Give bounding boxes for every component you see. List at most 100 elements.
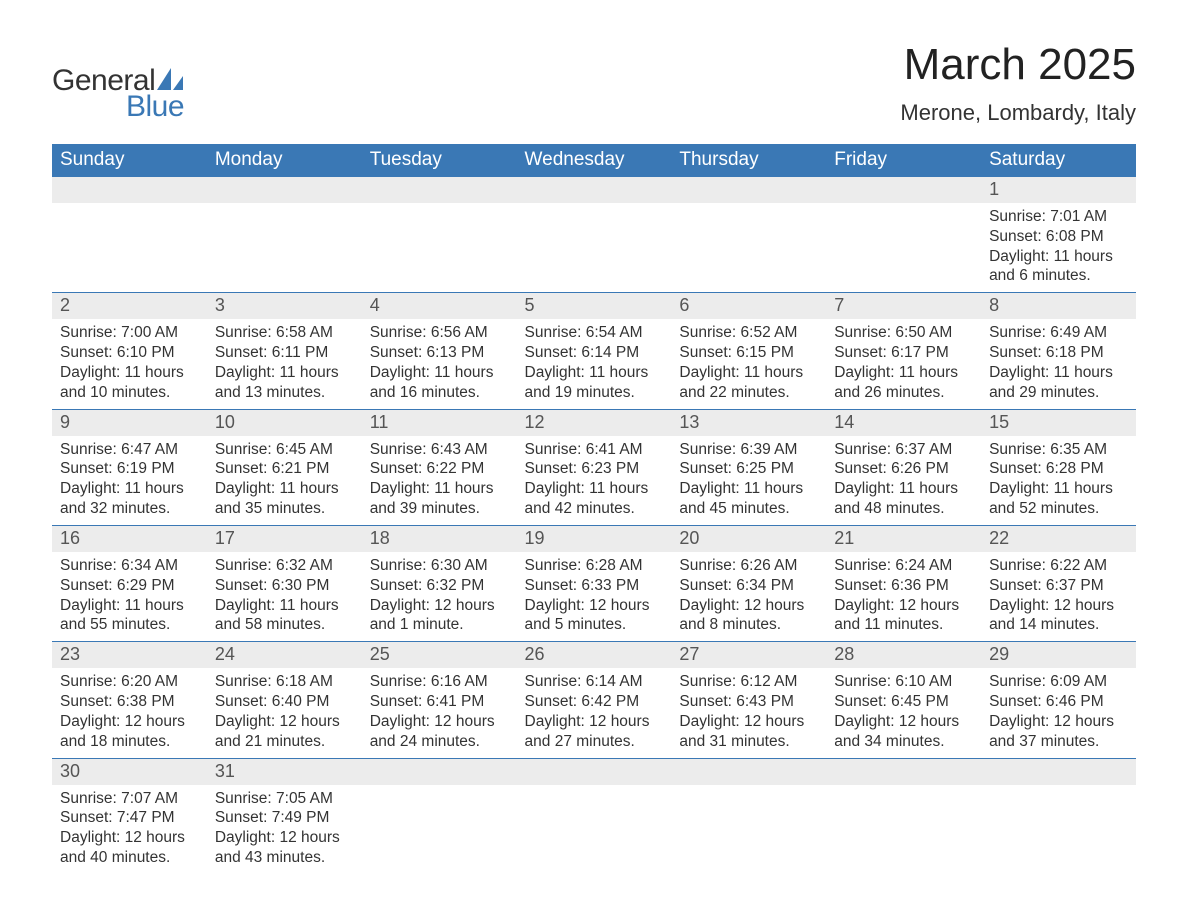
calendar-cell: 14Sunrise: 6:37 AMSunset: 6:26 PMDayligh… — [826, 409, 981, 525]
sunset-line: Sunset: 6:08 PM — [989, 227, 1128, 247]
calendar-cell — [981, 758, 1136, 874]
daylight-line: Daylight: 12 hours and 11 minutes. — [834, 596, 973, 636]
sunset-line: Sunset: 6:40 PM — [215, 692, 354, 712]
calendar-cell: 15Sunrise: 6:35 AMSunset: 6:28 PMDayligh… — [981, 409, 1136, 525]
calendar-cell: 16Sunrise: 6:34 AMSunset: 6:29 PMDayligh… — [52, 525, 207, 641]
sunrise-line: Sunrise: 6:12 AM — [679, 672, 818, 692]
calendar-cell: 6Sunrise: 6:52 AMSunset: 6:15 PMDaylight… — [671, 293, 826, 409]
calendar-cell: 11Sunrise: 6:43 AMSunset: 6:22 PMDayligh… — [362, 409, 517, 525]
sunrise-line: Sunrise: 6:34 AM — [60, 556, 199, 576]
day-number: 3 — [207, 293, 362, 319]
title-block: March 2025 Merone, Lombardy, Italy — [900, 40, 1136, 126]
day-number: 20 — [671, 526, 826, 552]
daylight-line: Daylight: 11 hours and 45 minutes. — [679, 479, 818, 519]
daylight-line: Daylight: 12 hours and 1 minute. — [370, 596, 509, 636]
day-details: Sunrise: 6:09 AMSunset: 6:46 PMDaylight:… — [981, 668, 1136, 757]
day-details: Sunrise: 6:18 AMSunset: 6:40 PMDaylight:… — [207, 668, 362, 757]
sunset-line: Sunset: 6:17 PM — [834, 343, 973, 363]
calendar-cell: 26Sunrise: 6:14 AMSunset: 6:42 PMDayligh… — [517, 642, 672, 758]
daylight-line: Daylight: 12 hours and 5 minutes. — [525, 596, 664, 636]
daylight-line: Daylight: 12 hours and 18 minutes. — [60, 712, 199, 752]
daylight-line: Daylight: 12 hours and 40 minutes. — [60, 828, 199, 868]
daylight-line: Daylight: 11 hours and 6 minutes. — [989, 247, 1128, 287]
calendar-cell: 13Sunrise: 6:39 AMSunset: 6:25 PMDayligh… — [671, 409, 826, 525]
calendar-cell — [517, 758, 672, 874]
day-number — [671, 759, 826, 785]
day-details — [517, 785, 672, 795]
sunset-line: Sunset: 6:36 PM — [834, 576, 973, 596]
daylight-line: Daylight: 11 hours and 13 minutes. — [215, 363, 354, 403]
day-header: Friday — [826, 144, 981, 177]
calendar-cell: 8Sunrise: 6:49 AMSunset: 6:18 PMDaylight… — [981, 293, 1136, 409]
calendar-cell: 17Sunrise: 6:32 AMSunset: 6:30 PMDayligh… — [207, 525, 362, 641]
daylight-line: Daylight: 12 hours and 34 minutes. — [834, 712, 973, 752]
day-number: 14 — [826, 410, 981, 436]
day-details: Sunrise: 6:49 AMSunset: 6:18 PMDaylight:… — [981, 319, 1136, 408]
day-details: Sunrise: 6:52 AMSunset: 6:15 PMDaylight:… — [671, 319, 826, 408]
sunrise-line: Sunrise: 6:43 AM — [370, 440, 509, 460]
sunrise-line: Sunrise: 6:10 AM — [834, 672, 973, 692]
daylight-line: Daylight: 11 hours and 58 minutes. — [215, 596, 354, 636]
day-header: Tuesday — [362, 144, 517, 177]
day-header: Sunday — [52, 144, 207, 177]
day-details: Sunrise: 6:41 AMSunset: 6:23 PMDaylight:… — [517, 436, 672, 525]
day-details — [52, 203, 207, 213]
sunset-line: Sunset: 6:13 PM — [370, 343, 509, 363]
day-number: 4 — [362, 293, 517, 319]
calendar-body: 1Sunrise: 7:01 AMSunset: 6:08 PMDaylight… — [52, 177, 1136, 874]
calendar-week: 1Sunrise: 7:01 AMSunset: 6:08 PMDaylight… — [52, 177, 1136, 293]
calendar-cell: 22Sunrise: 6:22 AMSunset: 6:37 PMDayligh… — [981, 525, 1136, 641]
day-number — [207, 177, 362, 203]
day-number: 27 — [671, 642, 826, 668]
sunrise-line: Sunrise: 6:47 AM — [60, 440, 199, 460]
day-number — [826, 759, 981, 785]
day-details: Sunrise: 6:56 AMSunset: 6:13 PMDaylight:… — [362, 319, 517, 408]
day-header: Monday — [207, 144, 362, 177]
day-number: 23 — [52, 642, 207, 668]
day-details: Sunrise: 6:54 AMSunset: 6:14 PMDaylight:… — [517, 319, 672, 408]
calendar-cell: 18Sunrise: 6:30 AMSunset: 6:32 PMDayligh… — [362, 525, 517, 641]
calendar-cell: 9Sunrise: 6:47 AMSunset: 6:19 PMDaylight… — [52, 409, 207, 525]
day-details: Sunrise: 6:24 AMSunset: 6:36 PMDaylight:… — [826, 552, 981, 641]
calendar-week: 30Sunrise: 7:07 AMSunset: 7:47 PMDayligh… — [52, 758, 1136, 874]
calendar-cell — [671, 758, 826, 874]
daylight-line: Daylight: 12 hours and 31 minutes. — [679, 712, 818, 752]
day-number: 31 — [207, 759, 362, 785]
daylight-line: Daylight: 11 hours and 55 minutes. — [60, 596, 199, 636]
day-number: 16 — [52, 526, 207, 552]
sunset-line: Sunset: 6:22 PM — [370, 459, 509, 479]
day-details — [826, 203, 981, 213]
day-number — [517, 177, 672, 203]
sunrise-line: Sunrise: 7:05 AM — [215, 789, 354, 809]
daylight-line: Daylight: 11 hours and 35 minutes. — [215, 479, 354, 519]
calendar-week: 2Sunrise: 7:00 AMSunset: 6:10 PMDaylight… — [52, 293, 1136, 409]
sunset-line: Sunset: 6:42 PM — [525, 692, 664, 712]
calendar-cell: 12Sunrise: 6:41 AMSunset: 6:23 PMDayligh… — [517, 409, 672, 525]
calendar-cell: 7Sunrise: 6:50 AMSunset: 6:17 PMDaylight… — [826, 293, 981, 409]
day-details: Sunrise: 6:14 AMSunset: 6:42 PMDaylight:… — [517, 668, 672, 757]
day-details: Sunrise: 6:16 AMSunset: 6:41 PMDaylight:… — [362, 668, 517, 757]
sunset-line: Sunset: 6:25 PM — [679, 459, 818, 479]
sunrise-line: Sunrise: 6:16 AM — [370, 672, 509, 692]
day-number: 15 — [981, 410, 1136, 436]
calendar-cell: 27Sunrise: 6:12 AMSunset: 6:43 PMDayligh… — [671, 642, 826, 758]
calendar-cell: 10Sunrise: 6:45 AMSunset: 6:21 PMDayligh… — [207, 409, 362, 525]
calendar-cell: 19Sunrise: 6:28 AMSunset: 6:33 PMDayligh… — [517, 525, 672, 641]
day-details — [207, 203, 362, 213]
day-details: Sunrise: 6:39 AMSunset: 6:25 PMDaylight:… — [671, 436, 826, 525]
calendar-cell — [207, 177, 362, 293]
day-number: 22 — [981, 526, 1136, 552]
day-header: Saturday — [981, 144, 1136, 177]
day-number — [362, 177, 517, 203]
day-number — [362, 759, 517, 785]
calendar-cell: 3Sunrise: 6:58 AMSunset: 6:11 PMDaylight… — [207, 293, 362, 409]
calendar-cell: 2Sunrise: 7:00 AMSunset: 6:10 PMDaylight… — [52, 293, 207, 409]
month-title: March 2025 — [900, 40, 1136, 90]
day-details: Sunrise: 6:58 AMSunset: 6:11 PMDaylight:… — [207, 319, 362, 408]
daylight-line: Daylight: 11 hours and 16 minutes. — [370, 363, 509, 403]
sunset-line: Sunset: 6:26 PM — [834, 459, 973, 479]
sunset-line: Sunset: 6:10 PM — [60, 343, 199, 363]
calendar-cell — [826, 177, 981, 293]
day-details: Sunrise: 7:05 AMSunset: 7:49 PMDaylight:… — [207, 785, 362, 874]
daylight-line: Daylight: 11 hours and 39 minutes. — [370, 479, 509, 519]
